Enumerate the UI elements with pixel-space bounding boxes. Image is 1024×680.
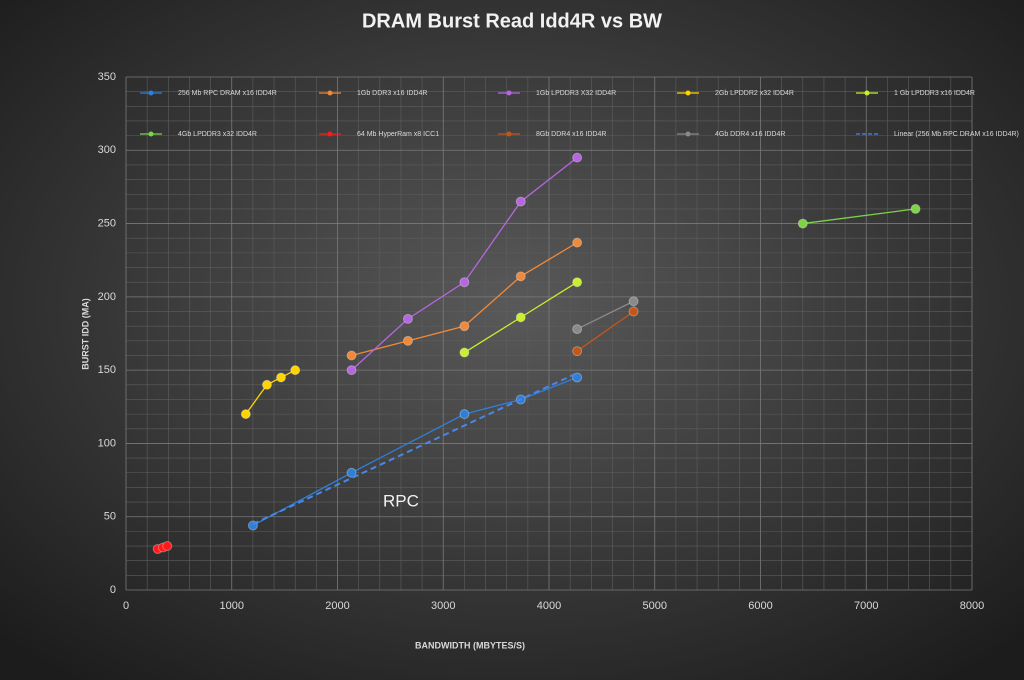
x-tick-label: 0 [123,600,129,612]
x-tick-label: 4000 [537,600,561,612]
legend-label: 64 Mb HyperRam x8 ICC1 [357,131,439,138]
data-point [459,347,470,358]
data-point [910,203,921,214]
y-tick-label: 350 [98,71,116,83]
data-point [572,152,583,163]
series-line [245,369,296,415]
x-axis-label: BANDWIDTH (MBYTES/S) [415,640,525,650]
data-point [402,335,413,346]
x-tick-label: 3000 [431,600,455,612]
data-point [797,218,808,229]
series-line [576,300,634,330]
legend-marker [506,131,512,137]
data-point [290,365,301,376]
legend-label: 1Gb LPDDR3 X32 IDD4R [536,90,616,97]
legend-marker [506,90,512,96]
legend-label: 2Gb LPDDR2 x32 IDD4R [715,90,794,97]
data-point [459,321,470,332]
legend-label: 1 Gb LPDDR3 x16 IDD4R [894,90,975,97]
data-point [572,277,583,288]
data-point [515,196,526,207]
y-tick-label: 200 [98,291,116,303]
chart-title: DRAM Burst Read Idd4R vs BW [362,10,662,32]
legend-marker [327,90,333,96]
data-point [572,346,583,357]
data-point [515,271,526,282]
y-axis-label: BURST IDD (MA) [80,298,90,370]
data-point [515,312,526,323]
y-tick-label: 100 [98,437,116,449]
legend-marker [327,131,333,137]
legend-label: 8Gb DDR4 x16 IDD4R [536,131,606,138]
plot-area [152,152,921,554]
y-tick-label: 150 [98,364,116,376]
data-point [162,541,173,552]
series-line [576,310,634,352]
legend-marker [148,131,154,137]
legend-label: 1Gb DDR3 x16 IDD4R [357,90,427,97]
x-tick-label: 2000 [325,600,349,612]
data-point [572,237,583,248]
y-tick-label: 50 [104,511,116,523]
data-point [628,296,639,307]
data-point [346,467,357,478]
data-point [459,277,470,288]
series-line [802,208,916,225]
data-point [572,324,583,335]
x-tick-label: 1000 [220,600,244,612]
x-tick-label: 6000 [748,600,772,612]
legend-marker [685,131,691,137]
legend-label: 256 Mb RPC DRAM x16 IDD4R [178,90,277,97]
y-tick-label: 300 [98,144,116,156]
data-point [346,350,357,361]
x-tick-label: 8000 [960,600,984,612]
data-point [276,372,287,383]
legend-label: Linear (256 Mb RPC DRAM x16 IDD4R) [894,131,1019,138]
y-tick-label: 250 [98,217,116,229]
data-point [402,313,413,324]
legend-marker [685,90,691,96]
legend-label: 4Gb DDR4 x16 IDD4R [715,131,785,138]
x-tick-label: 7000 [854,600,878,612]
data-point [459,409,470,420]
legend-marker [148,90,154,96]
annotation: RPC [383,492,419,511]
data-point [240,409,251,420]
data-point [346,365,357,376]
data-point [628,306,639,317]
legend-marker [864,90,870,96]
grid [125,76,973,591]
data-point [261,379,272,390]
x-tick-label: 5000 [643,600,667,612]
legend-label: 4Gb LPDDR3 x32 IDD4R [178,131,257,138]
y-tick-label: 0 [110,584,116,596]
